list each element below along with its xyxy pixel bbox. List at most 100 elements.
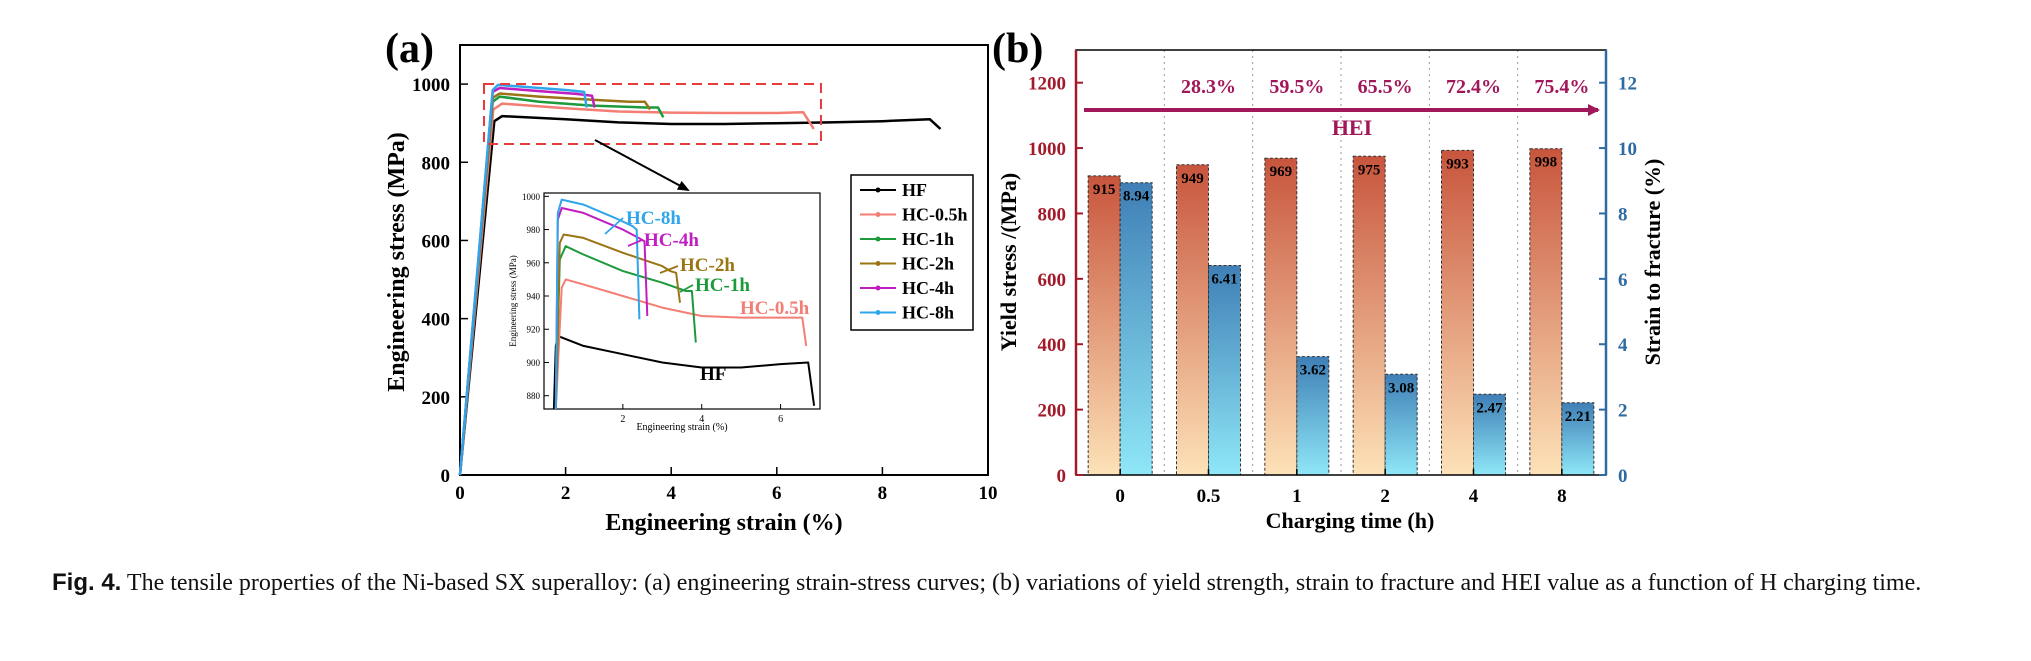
panel-a-xtick-label: 4 [666,483,676,504]
panel-b-right-ytick-label: 6 [1618,270,1628,291]
legend-label: HC-1h [902,229,954,249]
legend-marker [875,310,881,315]
inset-ytick-label: 920 [527,325,541,335]
inset-chart: 2 4 6 880 900 920 940 960 980 1000 Engineering st… [508,192,821,433]
panel-b-right-ytick-label: 12 [1618,74,1637,95]
panel-b-bar-chart: (b) 915 8.949496.419693.629753.089932.479… [992,26,1665,533]
panel-a-axis-ticks: 0 2 4 6 8 10 0 200 400 600 800 1000 [412,75,998,504]
panel-b-gridlines [1163,50,1519,475]
inset-label-arrows [604,217,694,293]
inset-label-hc05h: HC-0.5h [740,298,810,319]
panel-a-ytick-label: 0 [441,466,451,487]
inset-ylabel: Engineering stress (MPa) [508,255,518,346]
panel-b-xtick-label: 0 [1115,486,1125,507]
panel-a-xtick-label: 8 [878,483,888,504]
bar-yield-stress-label: 969 [1270,164,1293,180]
legend-marker [875,285,881,291]
series-line-hc2h [458,92,652,476]
bar-yield-stress [1087,175,1121,476]
legend-label: HC-4h [902,278,954,298]
panel-a-xtick-label: 0 [455,483,465,504]
hei-value: 28.3% [1181,76,1236,98]
panel-b-left-ytick-label: 0 [1057,466,1067,487]
panel-b-bars: 915 8.94 949 6.41 969 3.62 975 3.08 993 2.47 998 2.… [1087,148,1595,476]
panel-b-right-ytick-label: 10 [1618,139,1637,160]
panel-b-xtick-label: 0.5 [1197,486,1221,507]
inset-series-line-hc1h [554,245,697,410]
panel-b-xtick-label: 8 [1557,486,1567,507]
inset-label-hc4h: HC-4h [644,230,699,251]
panel-b-right-ytick-label: 2 [1618,401,1628,422]
panel-b-xtick-label: 2 [1380,486,1390,507]
panel-a-plot-frame [459,44,989,476]
panel-b-left-ytick-label: 600 [1038,270,1067,291]
inset-label-hf: HF [700,364,726,385]
panel-a-ylabel: Engineering stress (MPa) [384,132,410,392]
caption-label: Fig. 4. [52,569,122,596]
bar-yield-stress-label: 975 [1358,162,1381,178]
bar-strain-to-fracture [1473,393,1506,476]
legend-marker [875,212,881,217]
bar-strain-to-fracture [1561,402,1595,476]
hei-value: 72.4% [1446,76,1501,98]
bar-yield-stress [1264,157,1298,476]
panel-a-xlabel: Engineering strain (%) [605,510,842,536]
panel-a-stress-strain-chart: (a) 0 2 4 6 8 10 0 200 400 600 800 1000 Engineering… [384,26,998,536]
panel-b-right-ytick-label: 4 [1618,335,1628,356]
inset-series-line-hc2h [554,233,681,410]
legend-label: HF [902,180,927,200]
legend-marker [875,236,881,242]
inset-axis-ticks: 2 4 6 880 900 920 940 960 980 1000 [522,192,783,425]
inset-ytick-label: 960 [527,258,541,268]
panel-b-label: (b) [992,26,1043,72]
panel-a-ytick-label: 1000 [412,75,450,96]
panel-a-xtick-label: 10 [979,483,998,504]
panel-b-xtick-label: 4 [1469,486,1479,507]
bar-strain-to-fracture-label: 2.21 [1565,409,1591,425]
panel-a-ytick-label: 800 [422,153,451,174]
panel-b-left-ylabel: Yield stress /(MPa) [996,173,1021,351]
inset-xtick-label: 4 [699,414,704,425]
panel-b-left-ytick-label: 800 [1038,204,1067,225]
panel-b-left-ytick-label: 1000 [1028,139,1066,160]
bar-yield-stress [1441,149,1474,476]
hei-value: 75.4% [1534,76,1589,98]
bar-yield-stress-label: 998 [1535,155,1558,171]
bar-yield-stress-label: 915 [1093,182,1116,198]
panel-b-xtick-label: 1 [1292,486,1302,507]
inset-xtick-label: 6 [778,414,783,425]
legend-label: HC-0.5h [902,205,968,225]
inset-label-hc1h: HC-1h [695,275,750,296]
panel-b-left-ytick-label: 1200 [1028,74,1066,95]
inset-xtick-label: 2 [620,414,625,425]
inset-series [552,198,816,410]
bar-strain-to-fracture-label: 2.47 [1476,400,1503,416]
hei-values: 28.3% 59.5% 65.5% 72.4% 75.4% [1181,76,1589,98]
legend-marker [875,187,881,193]
inset-label-hc2h: HC-2h [680,255,735,276]
panel-a-ytick-label: 400 [422,310,451,331]
zoom-arrow [594,139,690,191]
panel-a-xtick-label: 2 [561,483,571,504]
figure-caption: Fig. 4. The tensile properties of the Ni… [52,566,2012,600]
bar-strain-to-fracture-label: 3.08 [1388,380,1414,396]
inset-series-line-hc05h [554,278,808,410]
caption-text: The tensile properties of the Ni-based S… [126,570,1922,596]
bar-yield-stress [1176,164,1209,476]
panel-b-left-ytick-label: 200 [1038,401,1067,422]
inset-ytick-label: 1000 [522,192,541,202]
inset-ytick-label: 880 [527,391,541,401]
hei-value: 65.5% [1358,76,1413,98]
bar-strain-to-fracture-label: 6.41 [1211,271,1237,287]
hei-label: HEI [1332,115,1372,140]
inset-ytick-label: 900 [527,358,541,368]
panel-b-right-ytick-label: 8 [1618,204,1628,225]
inset-series-line-hc8h [554,198,641,410]
series-line-hf [458,114,942,476]
legend-label: HC-8h [902,303,954,323]
inset-ytick-label: 940 [527,292,541,302]
inset-curve-labels: HC-8h HC-4h HC-2h HC-1h HC-0.5h HF [626,208,810,385]
hei-value: 59.5% [1269,76,1324,98]
bar-strain-to-fracture [1208,264,1241,476]
